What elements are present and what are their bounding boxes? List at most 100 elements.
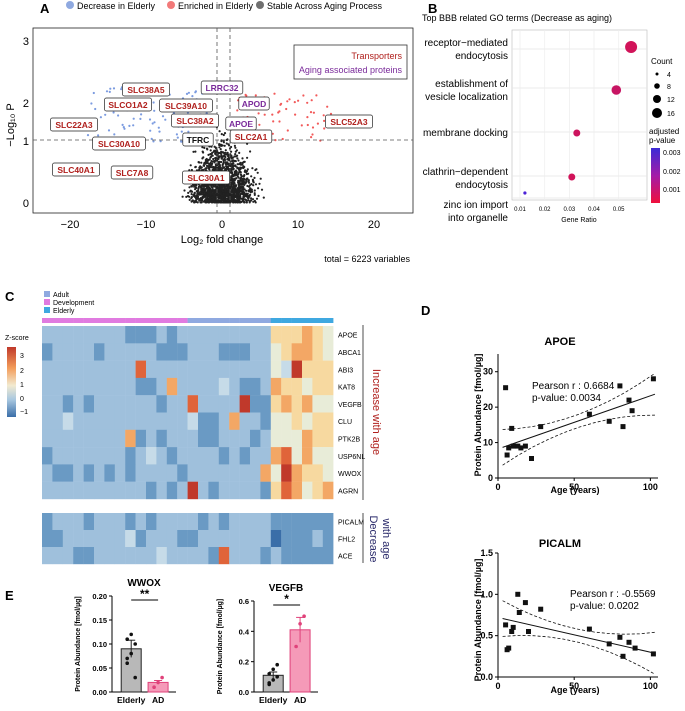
volcano-point [286, 129, 289, 132]
heatmap-cell [135, 377, 147, 396]
volcano-point [152, 140, 155, 143]
volcano-point [150, 137, 153, 140]
volcano-point [281, 137, 284, 141]
go-count-legend: Count 4 8 12 16 [651, 57, 675, 118]
heatmap-cell [166, 513, 178, 531]
heatmap-cell [198, 429, 209, 448]
volcano-point [203, 146, 206, 149]
volcano-point [251, 178, 254, 181]
volcano-point [202, 192, 205, 195]
volcano-point [223, 186, 226, 189]
scatter-point [586, 411, 592, 417]
legend-development-label: Development [53, 300, 94, 307]
group-annotation-cell [208, 318, 219, 323]
heatmap-cell [218, 395, 230, 413]
heatmap-cell [83, 395, 95, 413]
volcano-point [224, 190, 227, 193]
heatmap-cell [208, 360, 219, 379]
volcano-point [252, 200, 255, 203]
heatmap-cell [302, 326, 313, 344]
heatmap-cell [177, 481, 188, 500]
volcano-point [199, 165, 202, 168]
heatmap-cell [239, 395, 251, 413]
heatmap-cell [218, 326, 230, 344]
volcano-point [278, 120, 281, 123]
volcano-point [219, 201, 222, 204]
volcano-point [188, 186, 191, 189]
heatmap-cell [156, 547, 167, 565]
heatmap-cell [104, 530, 115, 548]
zscore-tick-1: 1 [20, 382, 24, 389]
volcano-point [200, 197, 203, 200]
zscore-tick-0: 0 [20, 396, 24, 403]
volcano-point [195, 184, 198, 187]
heatmap-cell [135, 326, 147, 344]
volcano-point [194, 90, 197, 93]
legend-decrease-label: Decrease in Elderly [77, 1, 156, 11]
heatmap-cell [135, 395, 147, 413]
y-tick-label: 1.0 [480, 589, 493, 599]
gene-label: LRRC32 [205, 83, 238, 93]
volcano-point [225, 167, 228, 170]
volcano-point [225, 162, 228, 165]
heatmap-cell [198, 412, 209, 430]
heatmap-cell [104, 343, 115, 361]
volcano-point [251, 167, 254, 170]
heatmap-cell [302, 343, 313, 361]
volcano-point [249, 150, 252, 153]
heatmap-cell [187, 447, 199, 465]
heatmap-cell [125, 326, 136, 344]
group-annotation-cell [270, 318, 282, 323]
heatmap-cell [187, 360, 199, 379]
heatmap-cell [250, 326, 261, 344]
heatmap-cell [239, 326, 251, 344]
volcano-point [86, 134, 90, 137]
confidence-band-lower [502, 635, 656, 675]
heatmap-cell [52, 326, 63, 344]
heatmap-cell [114, 343, 126, 361]
volcano-point [294, 113, 297, 116]
heatmap-cell [229, 343, 240, 361]
bar-ylabel: Protein Abundance [fmol/µg] [217, 599, 224, 695]
volcano-point [207, 166, 210, 169]
regression-line [502, 618, 656, 654]
volcano-point [92, 91, 95, 95]
data-point [271, 678, 276, 682]
gene-label-box [182, 132, 214, 147]
volcano-point [251, 190, 254, 193]
volcano-point [253, 192, 256, 195]
volcano-point [175, 133, 178, 136]
volcano-point [223, 144, 226, 147]
heatmap-cell [42, 464, 53, 482]
volcano-point [227, 158, 230, 161]
heatmap-cell [83, 547, 95, 565]
heatmap-cell [83, 481, 95, 500]
volcano-point [216, 157, 219, 161]
heatmap-cell [146, 360, 157, 379]
go-xlabel: Gene Ratio [561, 217, 597, 224]
heatmap-cell [73, 447, 84, 465]
zscore-legend: Z-score 3 2 1 0 −1 [5, 335, 29, 417]
volcano-point [158, 130, 161, 133]
heatmap-cell [239, 377, 251, 396]
gene-label: SLCO1A2 [108, 100, 147, 110]
heatmap-cell [73, 513, 84, 531]
heatmap-cell [114, 447, 126, 465]
heatmap-cell [166, 547, 178, 565]
heatmap-cell [302, 429, 313, 448]
y-tick-label: 10 [483, 438, 493, 448]
aging-proteins-legend-text: Aging associated proteins [299, 65, 403, 75]
volcano-point [194, 150, 197, 153]
heatmap-cell [104, 481, 115, 500]
volcano-point [220, 133, 223, 136]
volcano-point [226, 199, 229, 202]
go-dot [625, 41, 638, 53]
heatmap-cell [177, 326, 188, 344]
heatmap-cell [104, 326, 115, 344]
scatter-point [586, 626, 592, 632]
go-x-tick: 0.03 [564, 207, 576, 213]
volcano-point [132, 117, 135, 120]
volcano-point [306, 123, 309, 127]
heatmap-cell [281, 547, 292, 565]
volcano-point [207, 158, 210, 162]
